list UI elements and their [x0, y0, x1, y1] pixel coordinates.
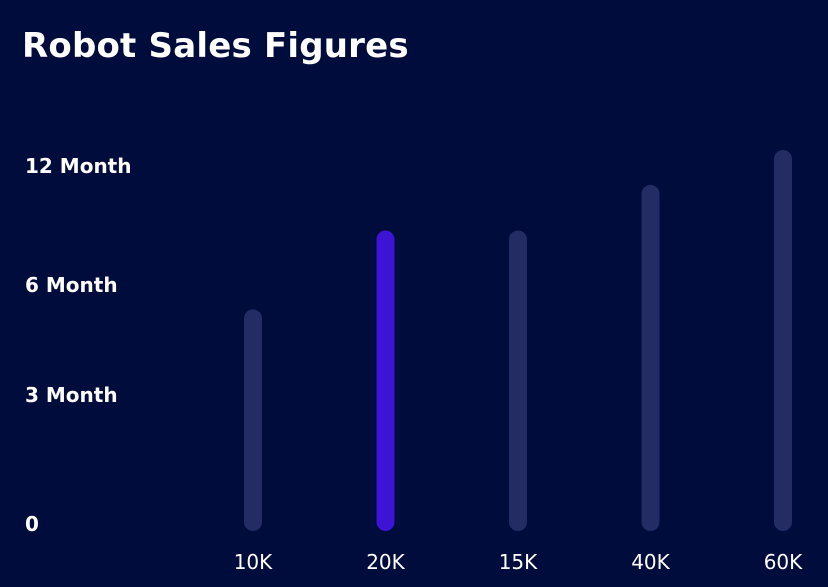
bars: [244, 150, 792, 531]
bar-15k: [509, 230, 527, 531]
y-tick-label: 3 Month: [25, 383, 118, 407]
x-tick-label: 20K: [366, 550, 405, 574]
x-tick-label: 10K: [234, 550, 273, 574]
bar-40k: [641, 184, 660, 531]
y-axis: 0 3 Month 6 Month 12 Month: [25, 154, 131, 536]
bar-60k: [774, 150, 792, 531]
x-tick-label: 15K: [499, 550, 538, 574]
chart-title: Robot Sales Figures: [22, 26, 409, 66]
x-tick-label: 40K: [631, 550, 670, 574]
x-tick-label: 60K: [764, 550, 803, 574]
bar-10k: [244, 309, 262, 531]
bar-20k: [376, 230, 395, 531]
y-tick-label: 6 Month: [25, 273, 118, 297]
y-tick-label: 12 Month: [25, 154, 131, 178]
x-axis: 10K 20K 15K 40K 60K: [234, 550, 803, 574]
y-tick-label: 0: [25, 512, 39, 536]
